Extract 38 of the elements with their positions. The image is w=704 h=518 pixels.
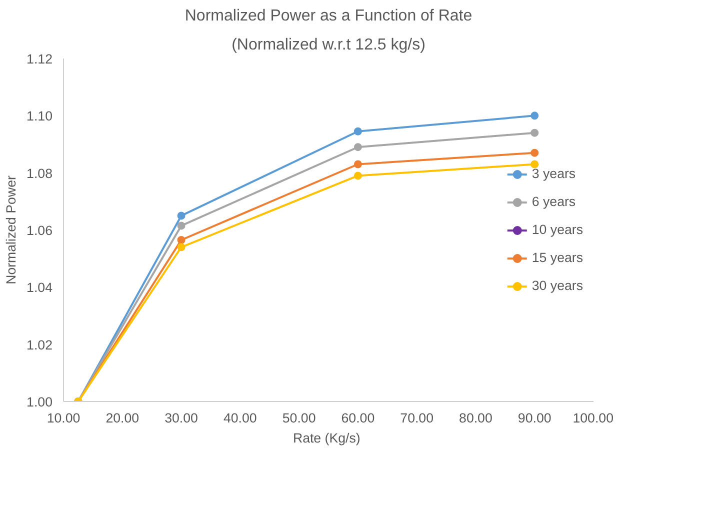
y-tick-label: 1.08 — [26, 166, 53, 181]
y-tick-label: 1.12 — [26, 52, 53, 66]
point — [177, 212, 186, 220]
y-tick-label: 1.00 — [26, 394, 53, 410]
x-tick-label: 100.00 — [572, 410, 614, 426]
x-axis-title: Rate (Kg/s) — [292, 430, 360, 446]
point — [354, 160, 362, 168]
y-tick-label: 1.06 — [26, 223, 53, 238]
point — [530, 160, 539, 168]
point — [530, 128, 539, 137]
point — [177, 222, 186, 230]
x-tick-label: 80.00 — [459, 410, 492, 426]
legend-label: 10 years — [532, 222, 583, 237]
point — [354, 143, 362, 152]
x-tick-label: 20.00 — [106, 410, 140, 426]
y-tick-label: 1.02 — [26, 337, 53, 352]
y-axis-title: Normalized Power — [4, 174, 19, 284]
x-tick-label: 70.00 — [400, 410, 434, 426]
point — [177, 236, 186, 244]
point — [354, 172, 362, 180]
y-tick-label: 1.10 — [26, 108, 53, 124]
x-tick-label: 40.00 — [223, 410, 257, 426]
x-tick-label: 90.00 — [518, 410, 552, 426]
x-tick-label: 60.00 — [341, 410, 375, 426]
legend-label: 3 years — [532, 166, 576, 181]
point — [177, 243, 186, 252]
point — [530, 112, 539, 120]
y-tick-label: 1.04 — [26, 280, 54, 296]
chart-subtitle: (Normalized w.r.t 12.5 kg/s) — [232, 36, 426, 54]
x-tick-label: 10.00 — [46, 410, 80, 426]
x-tick-label: 30.00 — [164, 410, 198, 426]
legend-label: 15 years — [532, 250, 583, 265]
point — [530, 148, 539, 157]
point — [354, 127, 362, 136]
chart-title: Normalized Power as a Function of Rate — [184, 8, 472, 24]
legend-label: 30 years — [532, 278, 583, 293]
x-tick-label: 50.00 — [282, 410, 316, 426]
legend-label: 6 years — [532, 194, 576, 209]
